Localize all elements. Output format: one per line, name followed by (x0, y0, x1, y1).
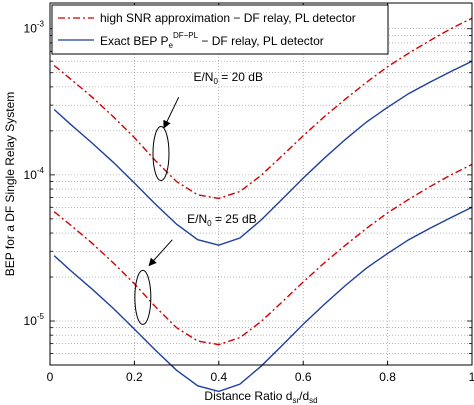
series-group (53, 17, 473, 393)
y-tick-label-exponent: -4 (37, 166, 45, 175)
annotation-label-sub: 0 (207, 219, 212, 228)
annotation-label-snr25: E/N0 = 25 dB (187, 212, 257, 228)
x-axis-label-sub1: sr (292, 396, 299, 405)
annotations: E/N0 = 20 dBE/N0 = 25 dB (134, 70, 263, 325)
y-tick-label-base: 10 (24, 22, 38, 36)
legend-exact-pre: Exact BEP P (100, 34, 168, 48)
legend-entry-exact: Exact BEP PeDF−PL − DF relay, PL detecto… (100, 31, 324, 50)
y-tick-label: 10-4 (24, 166, 45, 182)
x-axis-label-mid: /d (299, 389, 309, 403)
legend-entry-approx: high SNR approximation − DF relay, PL de… (100, 11, 356, 25)
y-tick-label-exponent: -3 (37, 20, 45, 29)
series-line-exact-20dB (53, 60, 473, 246)
plot-area (50, 3, 472, 365)
legend-exact-post: − DF relay, PL detector (198, 34, 324, 48)
y-tick-label: 10-5 (24, 312, 45, 328)
plot-frame (49, 2, 473, 366)
x-tick-label: 0.2 (126, 370, 143, 384)
legend: high SNR approximation − DF relay, PL de… (51, 4, 389, 55)
annotation-label-sub: 0 (213, 77, 218, 86)
x-axis-label: Distance Ratio dsr/dsd (204, 389, 317, 405)
legend-box (51, 4, 389, 55)
x-tick-label: 0.6 (295, 370, 312, 384)
x-axis-label-main: Distance Ratio d (204, 389, 292, 403)
annotation-label-pre: E/N (187, 212, 207, 226)
annotation-ellipse-snr25 (134, 269, 152, 325)
ticks: 0 0.2 0.4 0.6 0.8 110-510-410-3 (24, 3, 474, 384)
y-tick-label-base: 10 (24, 314, 38, 328)
x-tick-label: 1 (469, 370, 474, 384)
annotation-label-snr20: E/N0 = 20 dB (193, 70, 263, 86)
legend-exact-sub: e (168, 41, 173, 50)
annotation-arrow-snr20 (163, 96, 180, 129)
series-line-exact-25dB (53, 206, 473, 393)
annotation-label-pre: E/N (193, 70, 213, 84)
x-axis-label-sub2: sd (309, 396, 317, 405)
annotation-ellipse-snr20 (152, 126, 170, 182)
y-tick-label: 10-3 (24, 20, 45, 36)
y-tick-label-base: 10 (24, 168, 38, 182)
x-tick-label: 0.8 (379, 370, 396, 384)
annotation-arrow-snr25 (148, 239, 173, 267)
legend-exact-sup: DF−PL (173, 31, 199, 40)
annotation-label-post: = 25 dB (212, 212, 257, 226)
x-tick-label: 0 (47, 370, 54, 384)
y-tick-label-exponent: -5 (37, 312, 45, 321)
y-axis-label: BEP for a DF Single Relay System (3, 92, 17, 277)
annotation-label-post: = 20 dB (218, 70, 263, 84)
x-tick-label: 0.4 (210, 370, 227, 384)
